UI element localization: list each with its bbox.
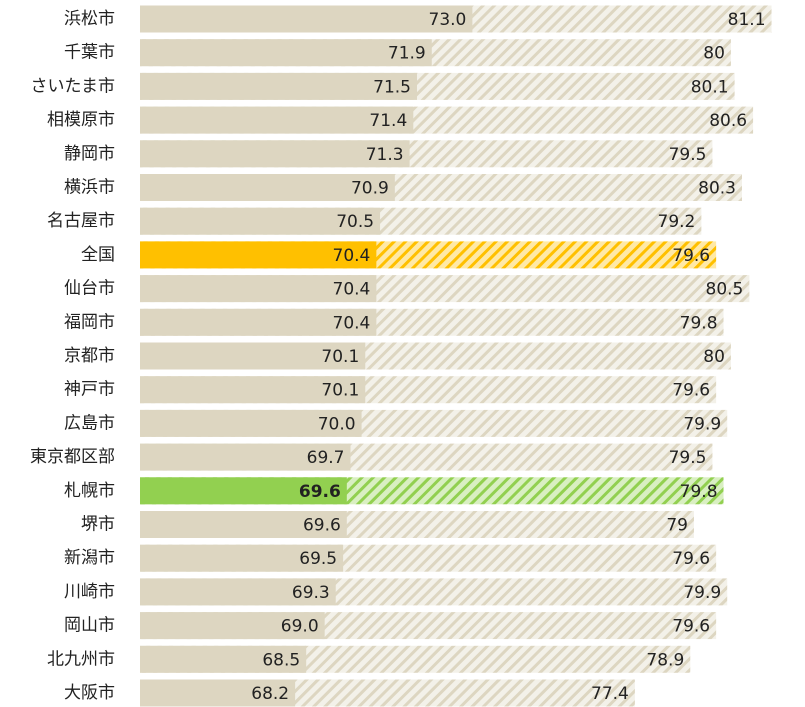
bar: [140, 72, 417, 100]
value-label: 69.6: [303, 516, 341, 536]
bar: [140, 308, 377, 336]
bar: [140, 39, 432, 67]
category-label: 神戸市: [64, 380, 115, 400]
value-label: 79.5: [669, 145, 707, 165]
value-label: 80.6: [709, 111, 747, 131]
category-label: 岡山市: [64, 616, 115, 636]
bar: [140, 612, 325, 640]
value-label: 79.8: [680, 313, 718, 333]
category-label: 川崎市: [64, 582, 115, 602]
value-label: 70.1: [321, 347, 359, 367]
value-label: 70.9: [351, 179, 389, 199]
bar: [140, 106, 414, 134]
category-label: 東京都区部: [30, 447, 115, 467]
bar: [140, 578, 336, 606]
bar: [140, 409, 362, 437]
value-label: 79.6: [672, 549, 710, 569]
value-label: 79.6: [672, 381, 710, 401]
value-label: 81.1: [728, 10, 766, 30]
category-label: 札幌市: [64, 481, 115, 501]
value-label: 79.6: [672, 617, 710, 637]
category-label: 大阪市: [64, 683, 115, 703]
category-label: 広島市: [64, 413, 115, 433]
value-label: 69.7: [307, 448, 345, 468]
bar: [140, 5, 473, 33]
value-label: 79.5: [669, 448, 707, 468]
value-label: 69.3: [292, 583, 330, 603]
value-label: 79.2: [658, 212, 696, 232]
bar: [140, 241, 377, 269]
value-label: 78.9: [646, 650, 684, 670]
value-label: 79.9: [683, 414, 721, 434]
value-label: 69.6: [299, 482, 341, 502]
value-label: 71.9: [388, 44, 426, 64]
bar: [140, 511, 347, 538]
value-label: 70.4: [333, 280, 371, 300]
category-label: 名古屋市: [47, 211, 115, 231]
value-label: 69.5: [299, 549, 337, 569]
value-label: 77.4: [591, 684, 629, 704]
category-label: 横浜市: [64, 178, 115, 198]
bar: [140, 342, 366, 370]
value-label: 79.9: [683, 583, 721, 603]
bar: [140, 174, 395, 201]
value-label: 80.5: [706, 280, 744, 300]
bar: [140, 207, 381, 235]
category-label: 新潟市: [64, 548, 115, 568]
bar: [140, 275, 377, 303]
value-label: 69.0: [281, 617, 319, 637]
value-label: 80.3: [698, 179, 736, 199]
value-label: 79.6: [672, 246, 710, 266]
category-label: 静岡市: [64, 144, 115, 164]
category-label: 京都市: [64, 346, 115, 366]
bar: [140, 679, 296, 707]
category-label: 福岡市: [64, 312, 115, 332]
value-label: 71.5: [373, 77, 411, 97]
value-label: 71.3: [366, 145, 404, 165]
category-label: 相模原市: [47, 110, 115, 130]
bar: [140, 443, 351, 471]
value-label: 68.2: [251, 684, 289, 704]
category-label: 仙台市: [64, 279, 115, 299]
value-label: 71.4: [369, 111, 407, 131]
value-label: 70.4: [333, 246, 371, 266]
bar: [140, 376, 366, 404]
category-label: 北九州市: [47, 649, 115, 669]
value-label: 68.5: [262, 650, 300, 670]
category-label: さいたま市: [31, 76, 116, 96]
value-label: 79: [666, 516, 688, 536]
category-label: 千葉市: [64, 43, 115, 63]
value-label: 70.5: [336, 212, 374, 232]
category-label: 堺市: [81, 515, 115, 535]
value-label: 70.4: [333, 313, 371, 333]
bar: [140, 544, 344, 572]
value-label: 73.0: [429, 10, 467, 30]
bar: [140, 477, 347, 505]
category-label: 浜松市: [64, 9, 115, 29]
value-label: 80.1: [691, 77, 729, 97]
value-label: 70.0: [318, 414, 356, 434]
bar: [140, 645, 307, 673]
value-label: 70.1: [321, 381, 359, 401]
bar: [140, 140, 410, 168]
category-label: 全国: [81, 245, 115, 265]
value-label: 80: [703, 44, 725, 64]
value-label: 80: [703, 347, 725, 367]
value-label: 79.8: [680, 482, 718, 502]
